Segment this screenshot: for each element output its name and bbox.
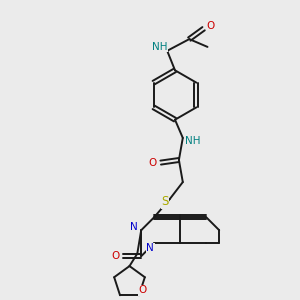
Text: O: O <box>139 285 147 295</box>
Text: O: O <box>111 251 119 261</box>
Text: S: S <box>161 196 169 208</box>
Text: O: O <box>206 21 215 31</box>
Text: N: N <box>130 222 138 232</box>
Text: N: N <box>146 243 154 253</box>
Text: NH: NH <box>152 42 168 52</box>
Text: NH: NH <box>185 136 201 146</box>
Text: O: O <box>148 158 157 168</box>
